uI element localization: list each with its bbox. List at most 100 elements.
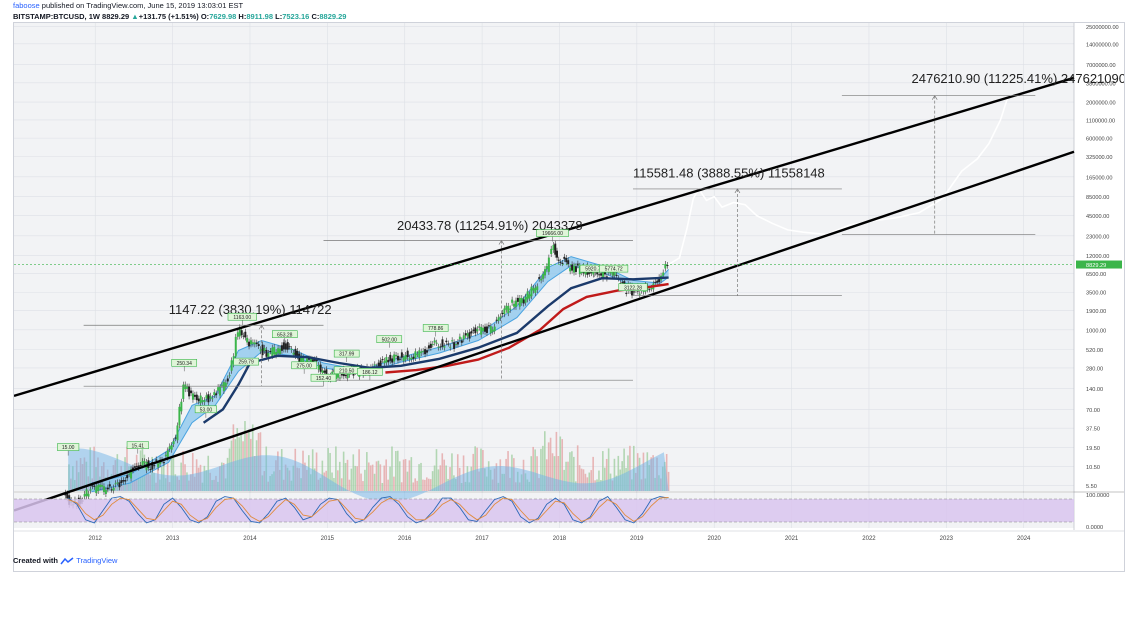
y-tick-label: 23000.00 xyxy=(1086,234,1109,240)
candle-body xyxy=(561,262,564,264)
candle-body xyxy=(474,327,477,334)
candle-body xyxy=(385,357,388,363)
tradingview-brand-link[interactable]: TradingView xyxy=(76,556,118,565)
ma-ribbon-band xyxy=(91,256,669,492)
measurement-arrow-icon xyxy=(498,239,505,245)
candle-body xyxy=(550,248,553,255)
volume-bar xyxy=(532,446,534,491)
candle-body xyxy=(137,465,140,468)
volume-bar xyxy=(182,450,184,491)
y-tick-label: 6500.00 xyxy=(1086,272,1106,278)
volume-bar xyxy=(381,482,384,491)
candle-body xyxy=(462,335,465,340)
candle-body xyxy=(495,319,498,321)
ohlc-high-key: H: xyxy=(238,12,247,21)
candle-body xyxy=(197,398,200,402)
ohlc-open: 7629.98 xyxy=(209,12,237,21)
candle-body xyxy=(279,348,281,354)
candle-body xyxy=(302,357,305,363)
chart-svg[interactable]: 25000000.00 14000000.00 7000000.00 3800000.… xyxy=(14,23,1124,553)
volume-bar xyxy=(555,431,558,491)
y-tick-label: 165000.00 xyxy=(1086,175,1112,181)
candle-body xyxy=(217,387,220,391)
candle-body xyxy=(443,346,446,348)
volume-bar xyxy=(426,477,428,491)
candle-body xyxy=(91,485,94,487)
candle-body xyxy=(284,343,287,350)
change-up-icon: ▲ xyxy=(131,12,139,21)
volume-bar xyxy=(545,459,548,491)
x-tick-label: 2017 xyxy=(475,536,489,542)
candle-body xyxy=(451,340,454,342)
candle-body xyxy=(603,271,606,275)
candle-body xyxy=(288,346,291,348)
volume-bar xyxy=(437,469,440,491)
price-tag-label: 15.00 xyxy=(62,445,75,451)
measurement-label: 20433.78 (11254.91%) 2043378 xyxy=(397,218,583,233)
candle-body xyxy=(180,401,183,412)
candle-body xyxy=(520,298,523,303)
volume-bar xyxy=(350,468,353,491)
chart-frame[interactable]: 25000000.00 14000000.00 7000000.00 3800000.… xyxy=(13,22,1125,572)
stochastic-band xyxy=(14,499,1074,522)
candle-body xyxy=(433,340,436,343)
candle-body xyxy=(516,297,519,302)
candle-body xyxy=(487,325,490,327)
price-tag-label: 210.50 xyxy=(339,368,355,374)
username-link[interactable]: faboose xyxy=(13,1,40,10)
volume-bar xyxy=(367,462,370,491)
candle-body xyxy=(306,358,309,365)
candle-body xyxy=(400,352,403,358)
volume-bar xyxy=(439,465,442,491)
candle-body xyxy=(493,326,496,332)
candle-body xyxy=(576,263,579,266)
candle-body xyxy=(435,342,438,344)
volume-bar xyxy=(598,470,600,491)
y-tick-label: 12000.00 xyxy=(1086,254,1109,260)
candle-body xyxy=(611,270,614,276)
measurement-tool: 115581.48 (3888.55%) 11558148 xyxy=(632,166,842,297)
candle-body xyxy=(638,293,641,295)
volume-bar xyxy=(396,450,399,491)
volume-bar xyxy=(356,466,358,491)
y-tick-label: 45000.00 xyxy=(1086,214,1109,220)
candle-body xyxy=(453,342,456,349)
volume-bar xyxy=(557,456,560,491)
volume-bar xyxy=(592,456,594,491)
measurement-label: 115581.48 (3888.55%) 11558148 xyxy=(633,166,825,181)
candle-body xyxy=(97,484,100,491)
candle-body xyxy=(373,364,376,366)
candle-body xyxy=(563,256,566,259)
candle-body xyxy=(102,486,105,493)
candle-body xyxy=(66,493,69,499)
volume-bar xyxy=(449,467,451,491)
volume-bar xyxy=(456,454,459,491)
ma-blue-line xyxy=(202,276,669,424)
candle-body xyxy=(298,353,301,364)
candle-body xyxy=(114,483,117,485)
y-tick-label: 14000000.00 xyxy=(1086,42,1119,48)
stochastic-tick-label: 100.0000 xyxy=(1086,493,1109,499)
volume-bar xyxy=(431,471,434,491)
candle-body xyxy=(267,353,270,359)
ohlc-low-key: L: xyxy=(275,12,283,21)
volume-bar xyxy=(408,460,411,491)
candle-body xyxy=(110,489,113,491)
symbol-label: BITSTAMP:BTCUSD, 1W xyxy=(13,12,100,21)
candle-body xyxy=(190,390,193,394)
volume-bar xyxy=(563,469,565,491)
x-tick-label: 2023 xyxy=(940,536,954,542)
current-price-label: 8829.29 xyxy=(1086,263,1106,269)
volume-bar xyxy=(340,478,343,491)
candle-body xyxy=(458,336,461,340)
volume-bar xyxy=(416,480,418,491)
volume-bar xyxy=(571,451,573,491)
candle-body xyxy=(379,360,382,367)
candle-body xyxy=(398,358,401,360)
y-tick-label: 140.00 xyxy=(1086,387,1103,393)
candle-body xyxy=(410,357,413,360)
candle-body xyxy=(294,348,297,357)
price-tag-label: 15.41 xyxy=(132,443,145,449)
volume-bar xyxy=(342,451,345,491)
publish-line: faboose published on TradingView.com, Ju… xyxy=(13,0,346,11)
